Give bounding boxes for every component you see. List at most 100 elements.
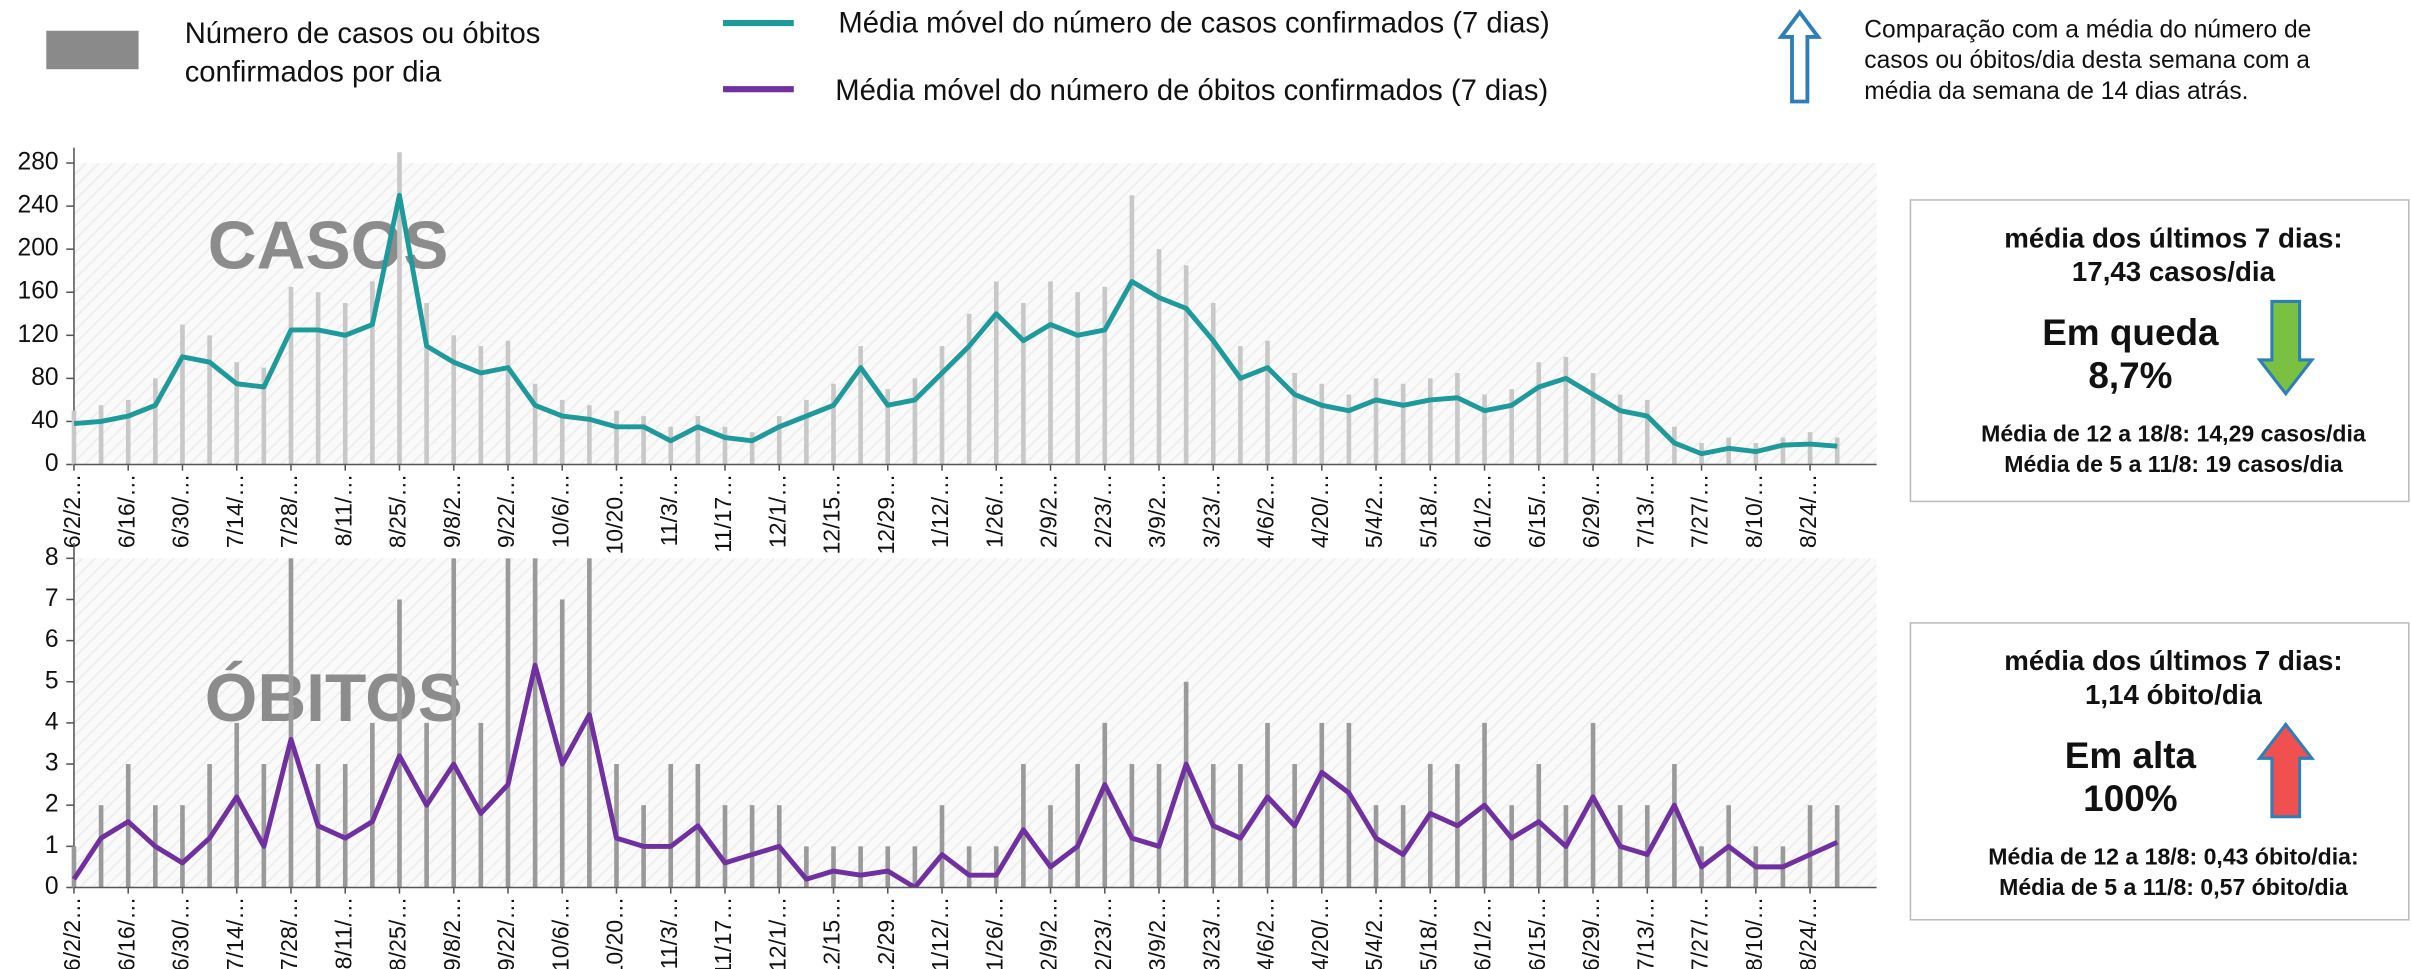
bar (1400, 805, 1406, 888)
bar (1672, 764, 1677, 888)
y-tick-label: 160 (18, 278, 59, 305)
bar (1210, 303, 1216, 465)
bar (505, 340, 511, 465)
bar (1536, 764, 1542, 888)
panel-box (1909, 622, 2410, 921)
bar (722, 426, 728, 465)
x-tick-label: 6/29/… (1578, 897, 1604, 969)
bar (668, 764, 674, 888)
bar (939, 805, 945, 888)
x-tick-label: 3/23/… (1198, 474, 1224, 548)
bar (1373, 805, 1379, 888)
x-tick-label: 11/17… (710, 897, 736, 969)
panel-box (1909, 199, 2410, 503)
legend-text: Número de casos ou óbitos (185, 18, 541, 50)
x-tick-label: 8/24/… (1795, 897, 1821, 969)
x-tick-label: 12/1/… (764, 897, 790, 969)
x-tick-label: 12/29… (873, 897, 899, 969)
y-tick-label: 280 (18, 149, 59, 176)
bar (207, 335, 212, 465)
bar (831, 846, 836, 888)
bar (424, 303, 429, 465)
y-tick-label: 0 (45, 873, 59, 900)
x-tick-label: 4/20/… (1307, 474, 1333, 548)
x-tick-label: 12/29… (873, 474, 899, 555)
bar (722, 805, 728, 888)
bar (98, 405, 104, 465)
x-tick-label: 4/6/2… (1253, 474, 1279, 548)
bar (1102, 722, 1108, 888)
bar (993, 281, 999, 465)
bar (614, 410, 619, 465)
bar (1319, 383, 1325, 465)
bar (451, 558, 457, 888)
series (71, 558, 1840, 888)
x-tick-label: 8/11/… (330, 897, 356, 969)
bar (342, 303, 348, 465)
y-tick-label: 240 (18, 192, 59, 219)
x-tick-label: 5/18/… (1415, 474, 1441, 548)
x-tick-label: 6/29/… (1578, 474, 1604, 548)
note-text: média da semana de 14 dias atrás. (1864, 78, 2248, 105)
x-tick-label: 11/17… (710, 474, 736, 553)
bar (1075, 764, 1080, 888)
bar (1590, 722, 1596, 888)
bar (912, 846, 918, 888)
line (73, 192, 1838, 457)
bar (1183, 265, 1189, 465)
panel-status: 8,7% (2088, 355, 2172, 396)
y-tick-label: 2 (45, 791, 59, 818)
x-tick-label: 6/16/… (113, 897, 139, 969)
x-tick-label: 5/4/2… (1361, 474, 1387, 548)
x-tick-label: 7/13/… (1632, 897, 1658, 969)
bar (776, 416, 782, 465)
bar (315, 292, 321, 465)
y-tick-label: 3 (45, 750, 59, 777)
x-tick-label: 8/10/… (1741, 474, 1767, 548)
bar (1563, 356, 1569, 465)
y-tick-label: 120 (18, 321, 59, 348)
x-tick-label: 5/18/… (1415, 897, 1441, 969)
note-text: casos ou óbitos/dia desta semana com a (1864, 47, 2310, 74)
bar (288, 286, 294, 465)
bar (532, 558, 538, 888)
x-tick-label: 6/2/2… (59, 897, 85, 969)
bar (1021, 764, 1026, 888)
x-tick-label: 3/9/2… (1144, 474, 1170, 548)
bar (1807, 432, 1813, 465)
bar (478, 346, 484, 465)
series (71, 152, 1840, 465)
x-tick-label: 2/9/2… (1036, 474, 1062, 548)
bar (71, 846, 77, 888)
bar (1427, 764, 1433, 888)
bar (1048, 805, 1053, 888)
bar (993, 846, 999, 888)
x-tick-label: 11/3/… (656, 474, 682, 547)
x-tick-label: 8/25/… (385, 474, 411, 548)
bar (370, 281, 375, 465)
bar (1183, 681, 1189, 888)
bar (1156, 764, 1162, 888)
bar (1129, 764, 1135, 888)
bar (1292, 372, 1297, 465)
x-tick-label: 8/11/… (330, 474, 356, 547)
bar (1102, 286, 1108, 465)
bar (1644, 399, 1650, 465)
bar (939, 346, 945, 465)
x-tick-label: 1/12/… (927, 897, 953, 969)
x-tick-label: 6/30/… (168, 474, 194, 548)
x-tick-label: 7/28/… (276, 474, 302, 548)
panel-detail: Média de 5 a 11/8: 0,57 óbito/dia (1999, 874, 2348, 900)
bar (261, 764, 267, 888)
bar (885, 389, 891, 465)
bar (804, 846, 809, 888)
bar (1048, 281, 1053, 465)
bar (831, 383, 836, 465)
x-tick-label: 9/22/… (493, 474, 519, 548)
x-tick-label: 9/8/2… (439, 474, 465, 548)
x-tick-label: 6/1/2… (1470, 474, 1496, 548)
bar (1129, 195, 1135, 465)
x-tick-label: 6/1/2… (1470, 897, 1496, 969)
panel-detail: Média de 5 a 11/8: 19 casos/dia (2004, 451, 2343, 477)
